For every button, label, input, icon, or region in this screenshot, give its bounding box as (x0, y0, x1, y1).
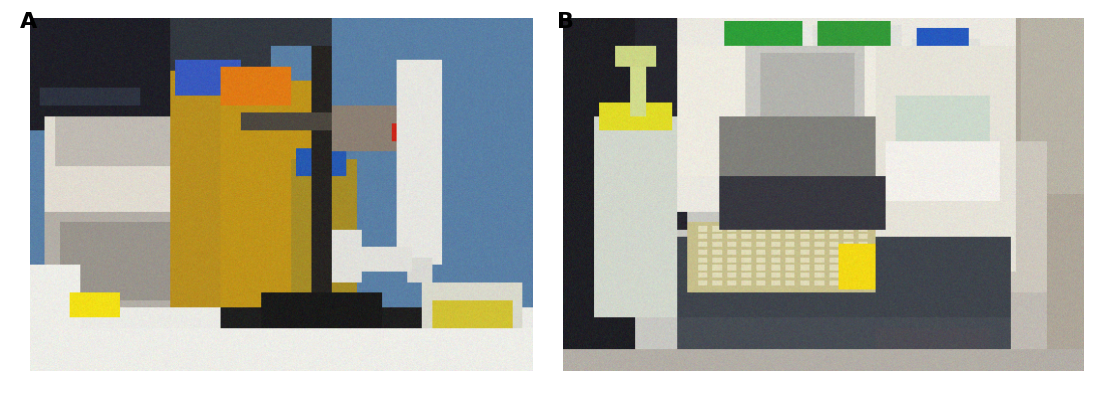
Text: B: B (557, 12, 573, 32)
Text: A: A (20, 12, 37, 32)
